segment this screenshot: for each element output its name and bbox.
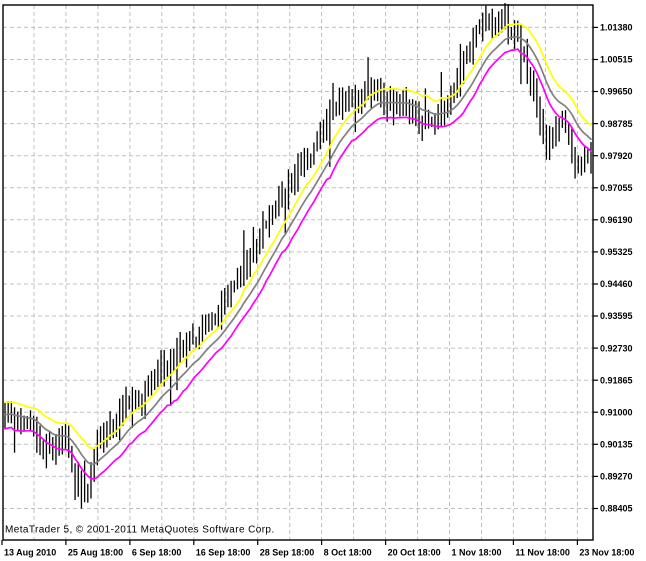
svg-text:MetaTrader 5, © 2001-2011 Meta: MetaTrader 5, © 2001-2011 MetaQuotes Sof…: [5, 525, 275, 536]
svg-text:0.97055: 0.97055: [600, 183, 633, 193]
svg-text:0.98785: 0.98785: [600, 119, 633, 129]
svg-text:0.89270: 0.89270: [600, 472, 633, 482]
svg-text:0.99650: 0.99650: [600, 87, 633, 97]
svg-text:28 Sep 18:00: 28 Sep 18:00: [260, 548, 315, 558]
svg-text:0.95325: 0.95325: [600, 247, 633, 257]
svg-text:1.00515: 1.00515: [600, 55, 633, 65]
svg-text:11 Nov 18:00: 11 Nov 18:00: [515, 548, 570, 558]
svg-text:0.93595: 0.93595: [600, 311, 633, 321]
svg-text:0.97920: 0.97920: [600, 151, 633, 161]
svg-text:25 Aug 18:00: 25 Aug 18:00: [68, 548, 123, 558]
svg-text:0.88405: 0.88405: [600, 504, 633, 514]
svg-text:1.01380: 1.01380: [600, 23, 633, 33]
svg-text:8 Oct 18:00: 8 Oct 18:00: [324, 548, 372, 558]
svg-text:6 Sep 18:00: 6 Sep 18:00: [132, 548, 182, 558]
svg-text:20 Oct 18:00: 20 Oct 18:00: [388, 548, 441, 558]
svg-text:23 Nov 18:00: 23 Nov 18:00: [579, 548, 634, 558]
svg-text:13 Aug 2010: 13 Aug 2010: [4, 548, 56, 558]
svg-text:0.96190: 0.96190: [600, 215, 633, 225]
svg-text:0.94460: 0.94460: [600, 279, 633, 289]
svg-text:0.92730: 0.92730: [600, 343, 633, 353]
svg-text:16 Sep 18:00: 16 Sep 18:00: [196, 548, 251, 558]
svg-text:1 Nov 18:00: 1 Nov 18:00: [452, 548, 502, 558]
svg-text:0.91000: 0.91000: [600, 407, 633, 417]
svg-text:0.91865: 0.91865: [600, 375, 633, 385]
svg-text:0.90135: 0.90135: [600, 440, 633, 450]
